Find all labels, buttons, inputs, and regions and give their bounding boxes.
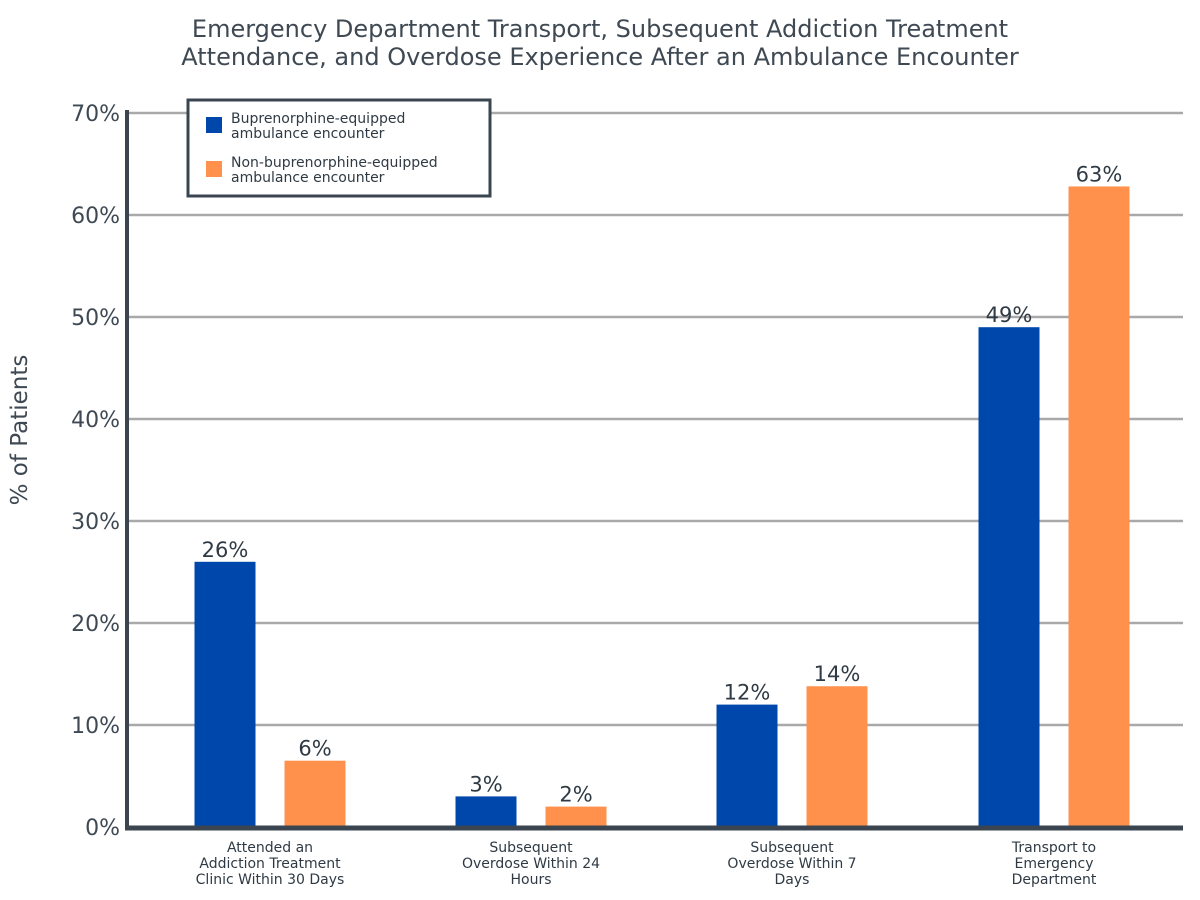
y-tick-label: 60% (71, 204, 120, 229)
category-label-line: Addiction Treatment (199, 856, 341, 872)
data-label: 12% (724, 681, 771, 705)
category-label-line: Clinic Within 30 Days (196, 872, 345, 888)
y-axis-label: % of Patients (7, 355, 33, 506)
category-label-line: Subsequent (750, 840, 834, 856)
data-label: 49% (986, 303, 1033, 327)
bars (194, 186, 1130, 827)
bar (716, 704, 778, 827)
bar (978, 327, 1040, 827)
data-labels: 26% 3% 12% 49% 6% 2% 14% 63% (202, 162, 1123, 806)
category-label-line: Days (775, 872, 810, 888)
y-tick-label: 40% (71, 408, 120, 433)
legend-swatch (206, 117, 222, 133)
bar (1068, 186, 1130, 827)
legend-swatch (206, 161, 222, 177)
y-axis-title: % of Patients (7, 355, 33, 506)
chart-title-line: Emergency Department Transport, Subseque… (192, 15, 1008, 43)
category-label-line: Hours (510, 872, 551, 888)
bar (455, 796, 517, 827)
category-label-line: Overdose Within 7 (727, 856, 856, 872)
y-axis-ticks: 0% 10% 20% 30% 40% 50% 60% 70% (71, 102, 120, 841)
y-tick-label: 50% (71, 306, 120, 331)
legend-entry-line: Non-buprenorphine-equipped (231, 155, 438, 171)
chart-title-line: Attendance, and Overdose Experience Afte… (181, 43, 1019, 71)
bar (194, 561, 256, 827)
legend-entry-line: ambulance encounter (231, 170, 385, 186)
bar (806, 686, 868, 827)
data-label: 6% (298, 737, 331, 761)
category-label-line: Attended an (227, 840, 313, 856)
bar (284, 760, 346, 827)
y-tick-label: 30% (71, 510, 120, 535)
chart-title: Emergency Department Transport, Subseque… (181, 15, 1019, 71)
category-label-line: Subsequent (489, 840, 573, 856)
data-label: 2% (559, 783, 592, 807)
y-tick-label: 70% (71, 102, 120, 127)
y-tick-label: 10% (71, 714, 120, 739)
legend-entry-line: Buprenorphine-equipped (231, 111, 405, 127)
data-label: 63% (1076, 162, 1123, 186)
y-tick-label: 0% (85, 816, 120, 841)
category-label-line: Emergency (1015, 856, 1094, 872)
data-label: 3% (469, 772, 502, 796)
category-label-line: Department (1012, 872, 1097, 888)
data-label: 14% (814, 662, 861, 686)
data-label: 26% (202, 538, 249, 562)
bar (545, 806, 607, 827)
legend-box (186, 98, 492, 198)
y-tick-label: 20% (71, 612, 120, 637)
category-label-line: Overdose Within 24 (462, 856, 600, 872)
category-label-line: Transport to (1011, 840, 1096, 856)
legend-entry-line: ambulance encounter (231, 126, 385, 142)
